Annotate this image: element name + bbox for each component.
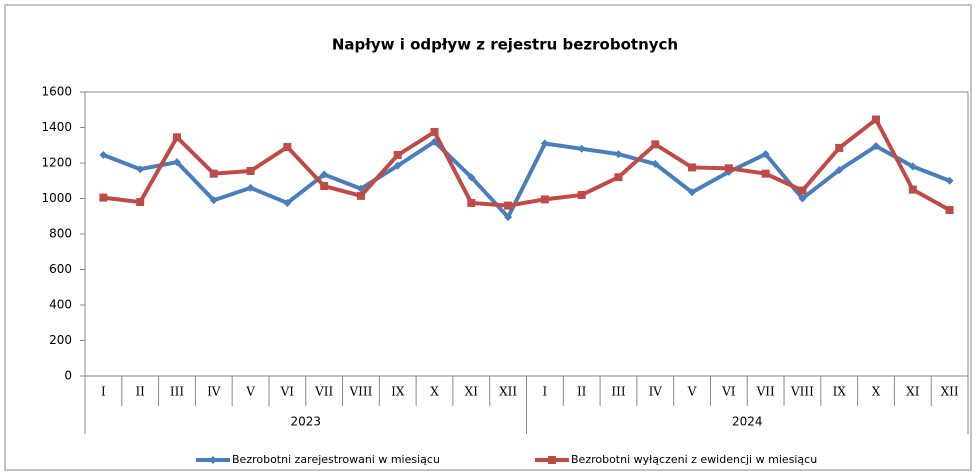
y-tick-label: 0 — [64, 369, 72, 383]
x-tick-label: XI — [465, 385, 479, 399]
y-tick-label: 400 — [49, 298, 72, 312]
x-tick-label: VIII — [348, 385, 372, 399]
marker — [246, 166, 255, 175]
marker — [835, 143, 844, 152]
marker — [798, 186, 807, 195]
marker — [651, 140, 660, 149]
marker — [872, 142, 881, 151]
x-tick-label: X — [430, 385, 439, 399]
y-tick-label: 1600 — [41, 85, 72, 99]
group-label: 2024 — [732, 415, 763, 429]
marker — [209, 196, 218, 205]
x-tick-label: IV — [207, 385, 221, 399]
marker — [688, 188, 697, 197]
x-tick-label: XII — [941, 385, 959, 399]
marker — [761, 169, 770, 178]
marker — [908, 185, 917, 194]
x-tick-label: X — [872, 385, 881, 399]
marker — [320, 182, 329, 191]
marker — [872, 115, 881, 124]
legend-label: Bezrobotni wyłączeni z ewidencji w miesi… — [571, 453, 817, 466]
x-tick-label: VI — [721, 385, 736, 399]
x-tick-label: IX — [391, 385, 405, 399]
x-tick-label: VI — [280, 385, 295, 399]
marker — [467, 173, 476, 182]
chart-title: Napływ i odpływ z rejestru bezrobotnych — [332, 36, 678, 54]
marker — [320, 170, 329, 179]
marker — [504, 201, 513, 210]
marker — [172, 133, 181, 142]
marker — [908, 162, 917, 171]
x-tick-label: V — [687, 385, 697, 399]
marker — [798, 194, 807, 203]
legend-label: Bezrobotni zarejestrowani w miesiącu — [232, 453, 440, 466]
marker — [172, 158, 181, 167]
marker — [577, 190, 586, 199]
marker — [724, 164, 733, 173]
marker — [356, 191, 365, 200]
marker — [283, 143, 292, 152]
marker — [393, 161, 402, 170]
marker — [99, 193, 108, 202]
y-tick-label: 1400 — [41, 120, 72, 134]
y-tick-label: 600 — [49, 262, 72, 276]
group-label: 2023 — [290, 415, 321, 429]
chart-border — [4, 4, 972, 471]
x-tick-label: II — [577, 385, 587, 399]
marker — [540, 139, 549, 148]
x-tick-label: III — [170, 385, 184, 399]
y-tick-label: 1200 — [41, 156, 72, 170]
x-tick-label: XI — [906, 385, 920, 399]
x-tick-label: XII — [499, 385, 517, 399]
marker — [945, 206, 954, 215]
marker — [651, 159, 660, 168]
x-tick-label: II — [135, 385, 145, 399]
marker — [577, 144, 586, 153]
legend-marker — [548, 456, 556, 464]
marker — [246, 183, 255, 192]
marker — [688, 163, 697, 172]
x-tick-label: I — [543, 385, 548, 399]
x-tick-label: V — [245, 385, 255, 399]
marker — [136, 198, 145, 207]
marker — [835, 166, 844, 175]
marker — [283, 198, 292, 207]
x-tick-label: III — [611, 385, 625, 399]
marker — [467, 198, 476, 207]
marker — [393, 151, 402, 160]
marker — [430, 127, 439, 136]
marker — [99, 151, 108, 160]
x-tick-label: VII — [314, 385, 333, 399]
marker — [540, 195, 549, 204]
marker — [945, 176, 954, 185]
marker — [761, 150, 770, 159]
x-tick-label: VII — [756, 385, 775, 399]
marker — [614, 150, 623, 159]
y-tick-label: 1000 — [41, 191, 72, 205]
marker — [614, 173, 623, 182]
marker — [136, 165, 145, 174]
x-tick-label: VIII — [790, 385, 814, 399]
series-line — [102, 139, 951, 220]
y-tick-label: 200 — [49, 333, 72, 347]
marker — [504, 213, 513, 222]
x-tick-label: IV — [649, 385, 663, 399]
x-tick-label: I — [101, 385, 106, 399]
marker — [209, 169, 218, 178]
series-line — [103, 117, 951, 212]
y-tick-label: 800 — [49, 227, 72, 241]
x-tick-label: IX — [833, 385, 847, 399]
legend-marker — [209, 456, 217, 464]
